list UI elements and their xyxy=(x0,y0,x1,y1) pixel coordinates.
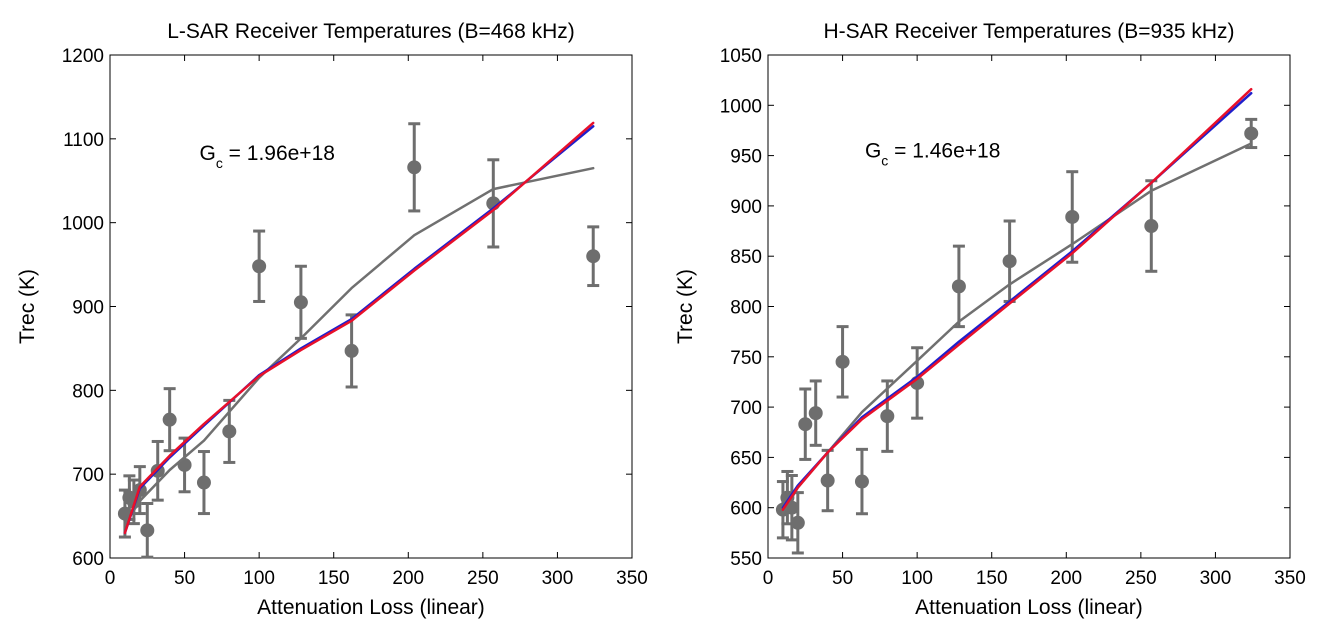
l-sar-data-point xyxy=(222,424,237,439)
h-sar-data-point xyxy=(835,354,850,369)
h-sar-x-axis-label: Attenuation Loss (linear) xyxy=(915,596,1143,619)
h-sar-fit-line-1 xyxy=(781,142,1253,514)
h-sar-y-tick-label: 600 xyxy=(730,499,762,520)
l-sar-data-point xyxy=(196,475,211,490)
l-sar-chart: L-SAR Receiver Temperatures (B=468 kHz) 0… xyxy=(16,20,648,619)
l-sar-x-tick-label: 0 xyxy=(105,568,116,589)
h-sar-data-point xyxy=(1002,254,1017,269)
h-sar-chart: H-SAR Receiver Temperatures (B=935 kHz) 0… xyxy=(674,20,1306,619)
h-sar-data-point xyxy=(798,417,813,432)
l-sar-y-axis-label: Trec (K) xyxy=(16,269,39,344)
h-sar-x-tick-label: 0 xyxy=(763,568,774,589)
h-sar-x-tick-label: 350 xyxy=(1274,568,1306,589)
h-sar-y-axis-label: Trec (K) xyxy=(674,269,697,344)
l-sar-y-tick-label: 900 xyxy=(72,298,104,319)
l-sar-y-tick-label: 700 xyxy=(72,465,104,486)
l-sar-data-point xyxy=(586,249,601,264)
h-sar-y-tick-label: 700 xyxy=(730,398,762,419)
l-sar-y-tick-label: 800 xyxy=(72,381,104,402)
l-sar-title: L-SAR Receiver Temperatures (B=468 kHz) xyxy=(167,20,575,43)
l-sar-data-point xyxy=(407,160,422,175)
h-sar-data-point xyxy=(808,406,823,421)
h-sar-fit-line-3 xyxy=(781,87,1253,511)
l-sar-x-tick-label: 50 xyxy=(174,568,195,589)
l-sar-data-point xyxy=(162,412,177,427)
h-sar-data-point xyxy=(1144,219,1159,234)
h-sar-y-tick-label: 850 xyxy=(730,247,762,268)
l-sar-y-tick-label: 1000 xyxy=(62,214,104,235)
l-sar-x-axis-label: Attenuation Loss (linear) xyxy=(257,596,485,619)
l-sar-x-tick-label: 200 xyxy=(392,568,424,589)
l-sar-fit-line-1 xyxy=(123,166,595,526)
l-sar-y-tick-label: 600 xyxy=(72,549,104,570)
h-sar-data-point xyxy=(1244,126,1259,141)
l-sar-x-tick-label: 300 xyxy=(542,568,574,589)
l-sar-data-point xyxy=(293,295,308,310)
h-sar-plot-frame xyxy=(767,54,1291,559)
h-sar-x-tick-label: 50 xyxy=(832,568,853,589)
l-sar-x-tick-label: 150 xyxy=(318,568,350,589)
h-sar-data-point xyxy=(854,474,869,489)
l-sar-data-point xyxy=(344,343,359,358)
h-sar-gc-annotation: Gc = 1.46e+18 xyxy=(865,140,1000,169)
h-sar-y-tick-label: 650 xyxy=(730,448,762,469)
h-sar-data-point xyxy=(820,473,835,488)
l-sar-x-tick-label: 250 xyxy=(467,568,499,589)
h-sar-y-tick-label: 1000 xyxy=(720,96,762,117)
h-sar-x-tick-label: 100 xyxy=(901,568,933,589)
h-sar-title: H-SAR Receiver Temperatures (B=935 kHz) xyxy=(823,20,1234,43)
l-sar-gc-annotation: Gc = 1.96e+18 xyxy=(199,142,334,171)
h-sar-data-point xyxy=(880,409,895,424)
l-sar-x-tick-label: 100 xyxy=(243,568,275,589)
h-sar-x-tick-label: 200 xyxy=(1050,568,1082,589)
h-sar-y-tick-label: 1050 xyxy=(720,46,762,67)
h-sar-y-tick-label: 550 xyxy=(730,549,762,570)
h-sar-x-tick-label: 250 xyxy=(1125,568,1157,589)
h-sar-y-tick-label: 900 xyxy=(730,197,762,218)
l-sar-x-tick-label: 350 xyxy=(616,568,648,589)
h-sar-y-tick-label: 950 xyxy=(730,147,762,168)
h-sar-x-tick-label: 150 xyxy=(976,568,1008,589)
l-sar-data-point xyxy=(140,523,155,538)
h-sar-data-point xyxy=(951,279,966,294)
l-sar-data-point xyxy=(252,259,267,274)
l-sar-fit-line-2 xyxy=(123,125,595,535)
h-sar-data-point xyxy=(1065,209,1080,224)
h-sar-y-tick-label: 800 xyxy=(730,298,762,319)
l-sar-y-tick-label: 1100 xyxy=(63,130,104,151)
h-sar-y-tick-label: 750 xyxy=(730,348,762,369)
l-sar-fit-line-3 xyxy=(123,121,595,535)
h-sar-data-point xyxy=(790,515,805,530)
h-sar-x-tick-label: 300 xyxy=(1200,568,1232,589)
l-sar-y-tick-label: 1200 xyxy=(62,46,104,67)
